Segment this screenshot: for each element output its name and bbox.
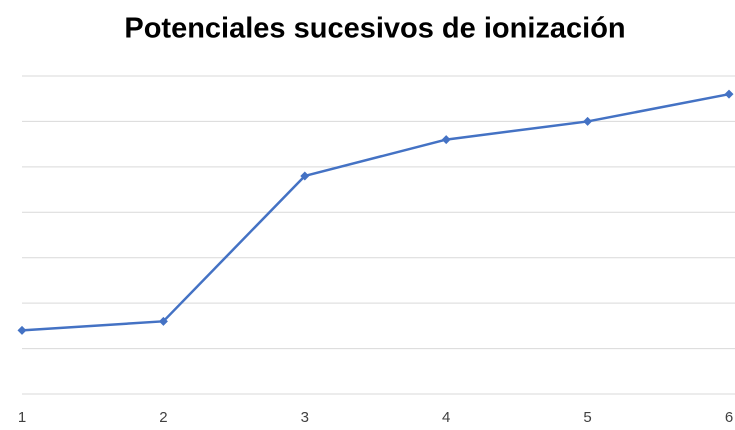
- point-marker: [583, 116, 593, 126]
- chart-title: Potenciales sucesivos de ionización: [124, 13, 625, 45]
- x-tick-label: 6: [725, 409, 733, 426]
- point-marker: [441, 135, 451, 145]
- x-tick-label: 1: [18, 409, 26, 426]
- point-marker: [158, 316, 168, 326]
- x-tick-label: 2: [159, 409, 167, 426]
- x-tick-label: 3: [301, 409, 309, 426]
- x-tick-label: 4: [442, 409, 450, 426]
- series-line: [21, 92, 730, 332]
- x-tick-label: 5: [583, 409, 591, 426]
- point-marker: [300, 171, 310, 181]
- point-marker: [17, 325, 27, 335]
- point-marker: [724, 89, 734, 99]
